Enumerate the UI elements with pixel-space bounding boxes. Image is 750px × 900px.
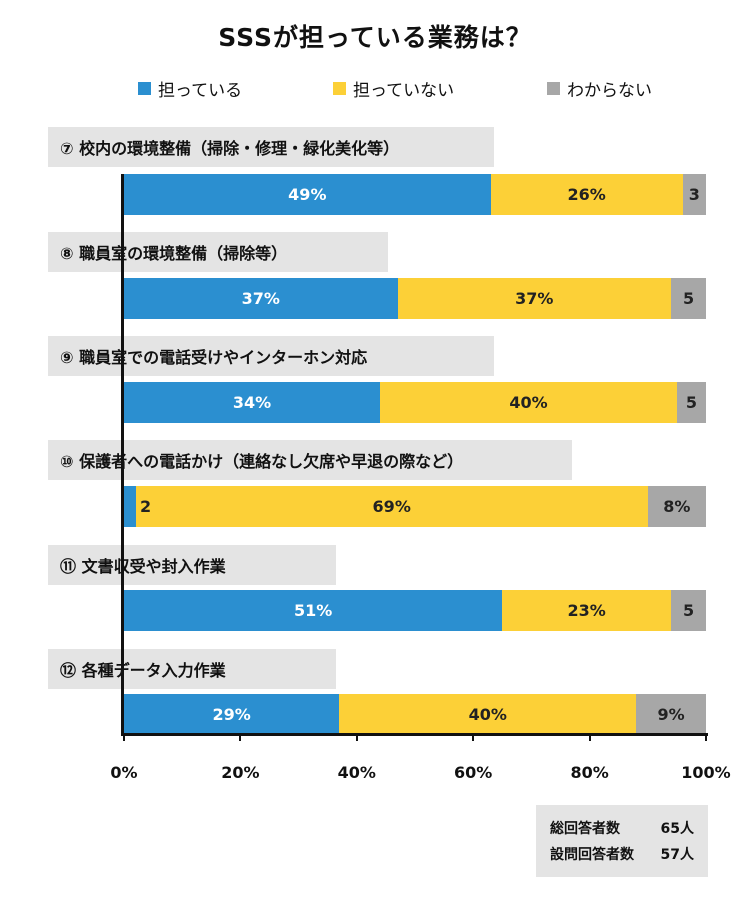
x-tick-mark xyxy=(239,733,242,741)
bar-segment-unknown: 9% xyxy=(636,694,706,735)
data-label: 49% xyxy=(288,185,327,204)
legend-swatch-unknown xyxy=(547,82,560,95)
data-label: 5 xyxy=(682,289,695,308)
bar-segment-yes: 49% xyxy=(124,174,491,215)
data-label: 3 xyxy=(688,185,700,204)
legend-item-yes: 担っている xyxy=(138,76,242,101)
bar-segment-unknown: 5 xyxy=(671,278,706,319)
bar-segment-no: 69% xyxy=(135,486,648,527)
data-label: 40% xyxy=(509,393,548,412)
bar-segment-unknown: 5 xyxy=(676,382,706,423)
data-label: 40% xyxy=(468,705,507,724)
x-tick-label: 0% xyxy=(110,763,138,782)
x-tick-mark xyxy=(123,733,125,741)
data-label: 26% xyxy=(567,185,606,204)
bar-segment-yes: 34% xyxy=(124,382,381,423)
data-label: 5 xyxy=(682,601,695,620)
data-label: 23% xyxy=(567,601,606,620)
data-label: 2 xyxy=(140,497,152,516)
data-label: 51% xyxy=(294,601,333,620)
legend-label-yes: 担っている xyxy=(158,81,243,101)
bar-segment-no: 40% xyxy=(380,382,677,423)
category-label: ⑪ 文書収受や封入作業 xyxy=(48,545,336,585)
x-tick-mark xyxy=(355,733,358,741)
x-tick-mark xyxy=(588,733,591,741)
data-label: 34% xyxy=(232,393,272,412)
data-label: 5 xyxy=(685,393,697,412)
chart-title: SSSが担っている業務は？ xyxy=(218,23,532,52)
x-tick-label: 80% xyxy=(570,763,609,782)
category-label: ⑩ 保護者への電話かけ（連絡なし欠席や早退の際など） xyxy=(48,440,572,480)
x-tick-label: 40% xyxy=(337,763,376,782)
x-tick-mark xyxy=(705,733,707,741)
bar-segment-unknown: 5 xyxy=(671,590,706,631)
data-label: 9% xyxy=(657,705,685,724)
legend: 担っている 担っていない わからない xyxy=(0,76,750,101)
bar-segment-no: 37% xyxy=(397,278,672,319)
category-label: ⑫ 各種データ入力作業 xyxy=(48,649,336,689)
x-tick-label: 60% xyxy=(454,763,493,782)
x-tick-label: 20% xyxy=(221,763,260,782)
bar-segment-unknown: 8% xyxy=(647,486,706,527)
legend-item-no: 担っていない xyxy=(333,76,454,101)
data-label: 8% xyxy=(663,497,691,516)
respondents-answered-value: 57人 xyxy=(660,847,694,863)
respondents-total-value: 65人 xyxy=(660,821,694,837)
respondents-total-row: 総回答者数 65人 xyxy=(550,815,694,841)
data-label: 29% xyxy=(212,705,251,724)
bar-segment-unknown: 3 xyxy=(682,174,706,215)
x-tick-mark xyxy=(472,733,475,741)
bar-segment-yes: 29% xyxy=(124,694,340,735)
bar-segment-yes: 37% xyxy=(124,278,398,319)
bar-segment-no: 40% xyxy=(339,694,637,735)
data-label: 69% xyxy=(372,497,411,516)
y-axis-line xyxy=(121,174,124,736)
data-label: 37% xyxy=(241,289,280,308)
legend-swatch-yes xyxy=(138,82,151,95)
respondents-answered-label: 設問回答者数 xyxy=(550,847,634,863)
bar-segment-no: 26% xyxy=(490,174,683,215)
respondents-answered-row: 設問回答者数 57人 xyxy=(550,841,694,867)
bar-segment-no: 23% xyxy=(502,590,672,631)
category-label: ⑧ 職員室の環境整備（掃除等） xyxy=(48,232,388,272)
legend-label-unknown: わからない xyxy=(567,81,652,101)
x-tick-label: 100% xyxy=(681,763,731,782)
legend-item-unknown: わからない xyxy=(547,76,652,101)
respondents-box: 総回答者数 65人 設問回答者数 57人 xyxy=(536,805,708,877)
legend-label-no: 担っていない xyxy=(353,81,455,101)
data-label: 37% xyxy=(515,289,554,308)
category-label: ⑦ 校内の環境整備（掃除・修理・緑化美化等） xyxy=(48,127,494,167)
bar-segment-yes xyxy=(124,486,136,527)
x-axis-line xyxy=(121,733,708,736)
respondents-total-label: 総回答者数 xyxy=(550,821,620,837)
legend-swatch-no xyxy=(333,82,346,95)
bar-segment-yes: 51% xyxy=(124,590,503,631)
